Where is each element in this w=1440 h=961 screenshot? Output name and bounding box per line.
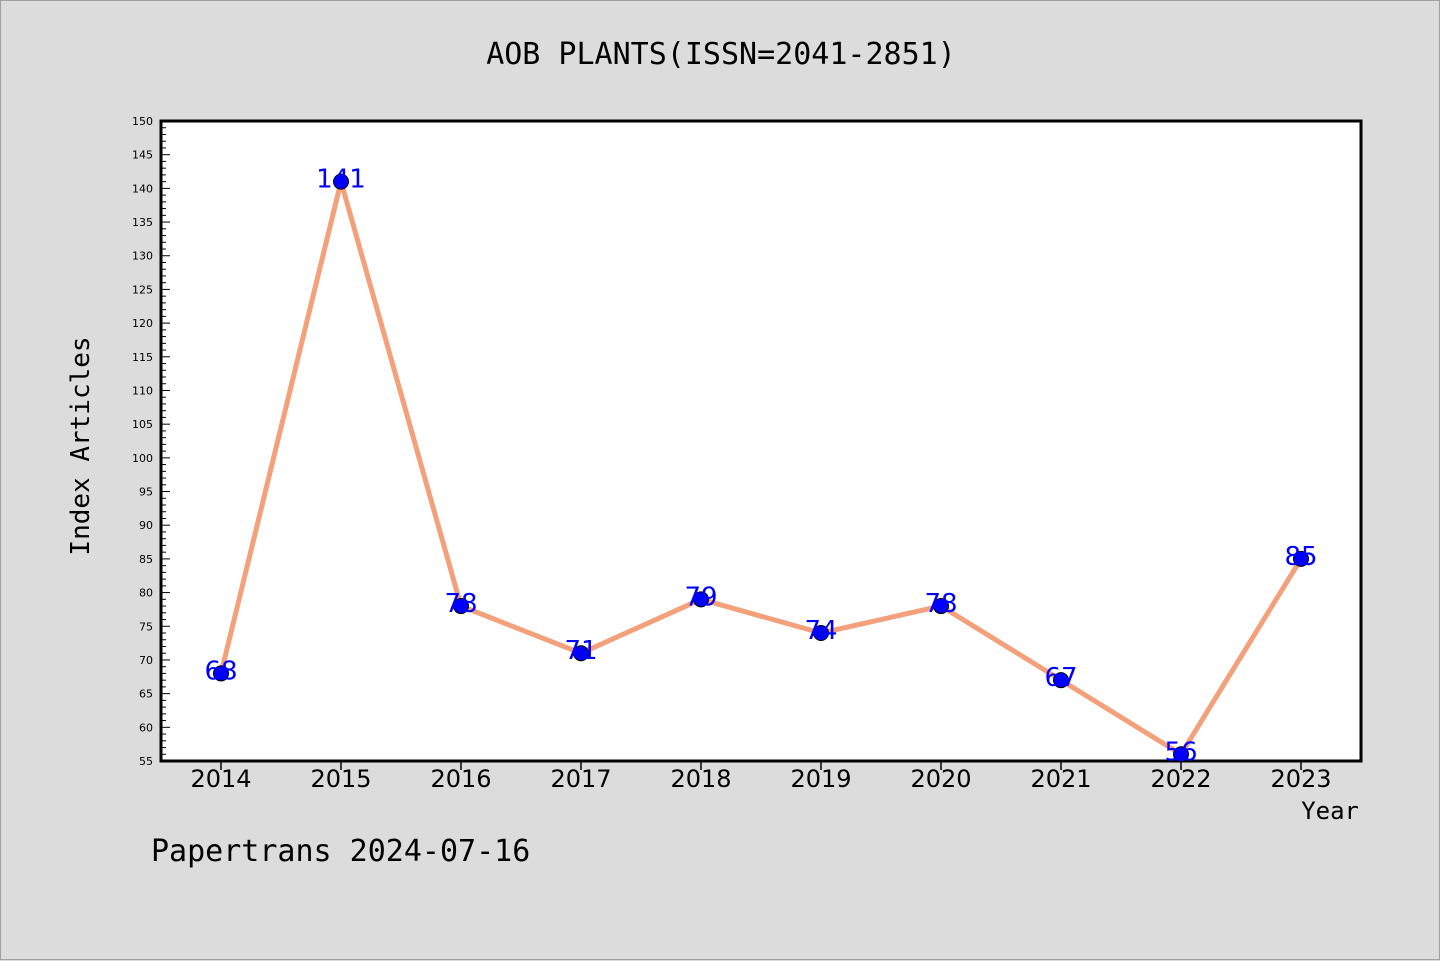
data-point-label: 85 <box>1284 542 1317 572</box>
y-tick-label: 80 <box>139 587 153 600</box>
y-tick-label: 105 <box>132 418 153 431</box>
y-tick-label: 120 <box>132 317 153 330</box>
series-group <box>213 173 1309 763</box>
x-axis-title: Year <box>1301 797 1359 825</box>
data-point-label: 78 <box>444 589 477 619</box>
data-point-marker <box>1293 550 1309 567</box>
y-tick-label: 150 <box>132 115 153 128</box>
series-line <box>218 179 1304 757</box>
data-point-label: 68 <box>204 656 237 686</box>
x-tick-label: 2021 <box>1030 765 1091 793</box>
data-point-label: 141 <box>316 165 366 195</box>
x-tick-label: 2017 <box>550 765 611 793</box>
y-tick-label: 60 <box>139 721 153 734</box>
data-point-marker <box>333 173 349 190</box>
x-tick-label: 2023 <box>1270 765 1331 793</box>
data-point-label: 74 <box>804 616 837 646</box>
y-tick-label: 100 <box>132 452 153 465</box>
data-point-label: 71 <box>564 636 597 666</box>
x-tick-label: 2016 <box>430 765 491 793</box>
x-tick-label: 2018 <box>670 765 731 793</box>
data-point-label: 67 <box>1044 663 1077 693</box>
y-tick-label: 115 <box>132 351 153 364</box>
y-tick-label: 145 <box>132 149 153 162</box>
x-axis-ticks: 2014 2015 2016 2017 2018 2019 2020 2021 2022 2023 <box>190 761 1332 793</box>
y-tick-label: 130 <box>132 250 153 263</box>
data-point-label: 79 <box>684 582 717 612</box>
y-tick-label: 140 <box>132 182 153 195</box>
data-point-label: 78 <box>924 589 957 619</box>
y-tick-label: 65 <box>139 688 153 701</box>
y-axis-ticks: 55 60 65 70 75 80 85 90 95 100 105 110 115 120 125 130 1… <box>132 115 170 768</box>
y-tick-label: 125 <box>132 283 153 296</box>
data-point-marker <box>1173 746 1189 763</box>
x-tick-label: 2022 <box>1150 765 1211 793</box>
y-tick-label: 90 <box>139 519 153 532</box>
data-point-marker <box>933 598 949 615</box>
data-point-marker <box>573 645 589 662</box>
x-tick-label: 2020 <box>910 765 971 793</box>
x-tick-label: 2015 <box>310 765 371 793</box>
data-point-marker <box>453 598 469 615</box>
y-tick-label: 55 <box>139 755 153 768</box>
data-point-marker <box>213 665 229 682</box>
data-labels-group: 68 141 78 71 79 74 78 67 56 85 <box>204 165 1317 768</box>
chart-title: AOB PLANTS(ISSN=2041-2851) <box>486 37 956 72</box>
plot-area <box>159 119 1363 763</box>
y-tick-label: 75 <box>139 620 153 633</box>
y-tick-label: 85 <box>139 553 153 566</box>
y-tick-label: 70 <box>139 654 153 667</box>
data-point-marker <box>813 625 829 641</box>
y-tick-label: 110 <box>132 384 153 397</box>
data-point-marker <box>693 591 709 608</box>
y-axis-title: Index Articles <box>66 336 96 556</box>
data-point-label: 56 <box>1164 737 1197 767</box>
y-tick-label: 95 <box>139 486 153 499</box>
footer-watermark: Papertrans 2024-07-16 <box>151 834 531 869</box>
y-tick-label: 135 <box>132 216 153 229</box>
x-tick-label: 2014 <box>190 765 251 793</box>
x-tick-label: 2019 <box>790 765 851 793</box>
data-point-marker <box>1053 672 1069 689</box>
